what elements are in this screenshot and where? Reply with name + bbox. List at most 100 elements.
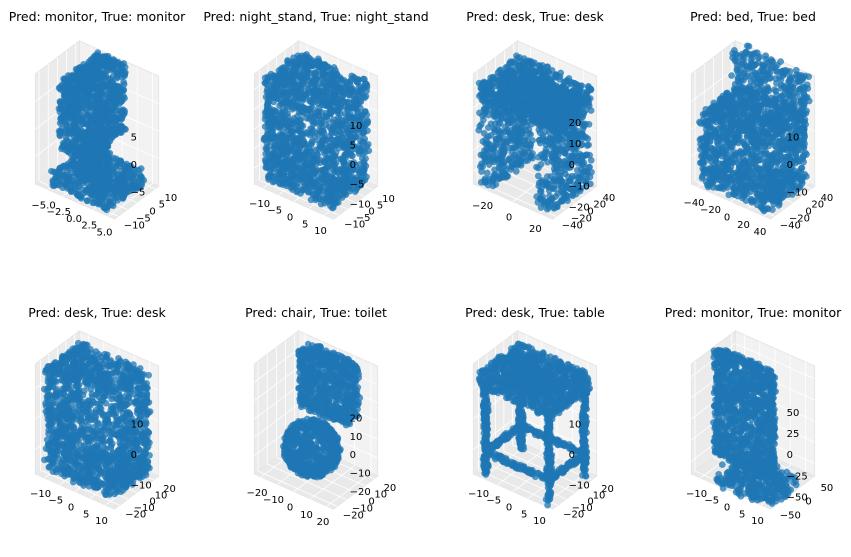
- data-point: [358, 138, 366, 146]
- x-tick-label: 5: [302, 219, 308, 230]
- data-point: [261, 123, 269, 131]
- data-point: [543, 179, 551, 187]
- data-point: [729, 50, 737, 57]
- x-tick-label: 20: [529, 224, 542, 235]
- data-point: [326, 179, 334, 187]
- data-point: [557, 121, 565, 129]
- data-point: [282, 141, 290, 149]
- x-tick-label: 0.0: [66, 214, 82, 225]
- data-point: [549, 134, 557, 142]
- data-point: [74, 178, 82, 186]
- data-point: [524, 144, 531, 152]
- z-tick-label: 20: [569, 118, 582, 129]
- data-point: [507, 133, 514, 141]
- data-point: [320, 137, 328, 145]
- data-point: [286, 164, 294, 172]
- data-point: [355, 170, 363, 178]
- data-point: [492, 180, 500, 188]
- data-point: [541, 128, 549, 136]
- data-point: [483, 157, 491, 165]
- data-point: [72, 117, 80, 125]
- data-point: [265, 77, 272, 85]
- z-tick-label: 0: [350, 160, 356, 171]
- data-point: [558, 195, 566, 203]
- data-point: [587, 156, 595, 164]
- data-point: [505, 156, 513, 164]
- z-tick-label: −10: [569, 181, 590, 192]
- x-tick-label: 10: [314, 226, 327, 237]
- data-point: [304, 89, 312, 97]
- data-point: [577, 166, 585, 174]
- data-point: [269, 126, 277, 134]
- data-point: [262, 150, 270, 158]
- data-point: [273, 120, 281, 128]
- data-point: [268, 115, 276, 123]
- data-point: [542, 111, 550, 119]
- data-point: [82, 143, 90, 151]
- data-point: [333, 168, 340, 176]
- data-point: [328, 204, 336, 212]
- data-point: [733, 66, 741, 74]
- data-point: [489, 108, 497, 116]
- z-tick-label: −5: [350, 180, 365, 191]
- data-point: [78, 130, 85, 138]
- data-point: [329, 126, 336, 134]
- data-point: [297, 122, 305, 130]
- data-point: [513, 97, 521, 105]
- data-point: [114, 181, 122, 189]
- data-point: [309, 99, 317, 107]
- data-point: [501, 94, 509, 102]
- data-point: [483, 169, 491, 177]
- data-point: [334, 135, 342, 143]
- z-tick-label: −5: [131, 188, 146, 199]
- z-tick-label: 10: [569, 139, 582, 150]
- data-point: [84, 127, 92, 135]
- data-point: [509, 110, 517, 117]
- data-point: [65, 83, 73, 90]
- data-point: [511, 143, 519, 151]
- data-point: [557, 187, 565, 195]
- data-point: [323, 116, 331, 124]
- data-point: [557, 175, 564, 183]
- y-tick-label: 10: [382, 194, 395, 205]
- data-point: [319, 196, 327, 204]
- data-point: [548, 126, 556, 134]
- x-tick-label: 0: [506, 213, 512, 224]
- data-point: [329, 106, 336, 114]
- data-point: [491, 128, 499, 136]
- data-point: [578, 157, 586, 165]
- data-point: [62, 121, 70, 128]
- x-tick-label: −5: [267, 206, 282, 217]
- data-point: [537, 204, 545, 212]
- data-point: [524, 103, 532, 111]
- data-point: [65, 178, 73, 185]
- x-tick-label: 5.0: [97, 227, 113, 238]
- data-point: [49, 181, 57, 189]
- data-point: [556, 73, 564, 81]
- data-point: [326, 138, 333, 146]
- data-point: [309, 127, 317, 135]
- data-point: [137, 165, 145, 173]
- y-tick-label: 10: [165, 193, 178, 204]
- z-tick-label: 5: [350, 140, 356, 151]
- data-point: [507, 166, 515, 173]
- data-point: [497, 142, 505, 150]
- data-point: [300, 185, 308, 193]
- data-point: [569, 192, 577, 200]
- data-point: [327, 147, 335, 155]
- data-point: [311, 132, 319, 140]
- data-point: [535, 136, 543, 144]
- data-point: [313, 166, 320, 174]
- data-point: [272, 160, 280, 168]
- data-point: [745, 42, 753, 50]
- data-point: [485, 98, 493, 106]
- data-point: [291, 120, 299, 128]
- data-point: [331, 152, 339, 160]
- data-point: [55, 172, 63, 180]
- data-point: [284, 113, 292, 121]
- data-point: [544, 198, 552, 205]
- data-point: [503, 116, 511, 124]
- data-point: [497, 85, 505, 93]
- data-point: [76, 111, 84, 119]
